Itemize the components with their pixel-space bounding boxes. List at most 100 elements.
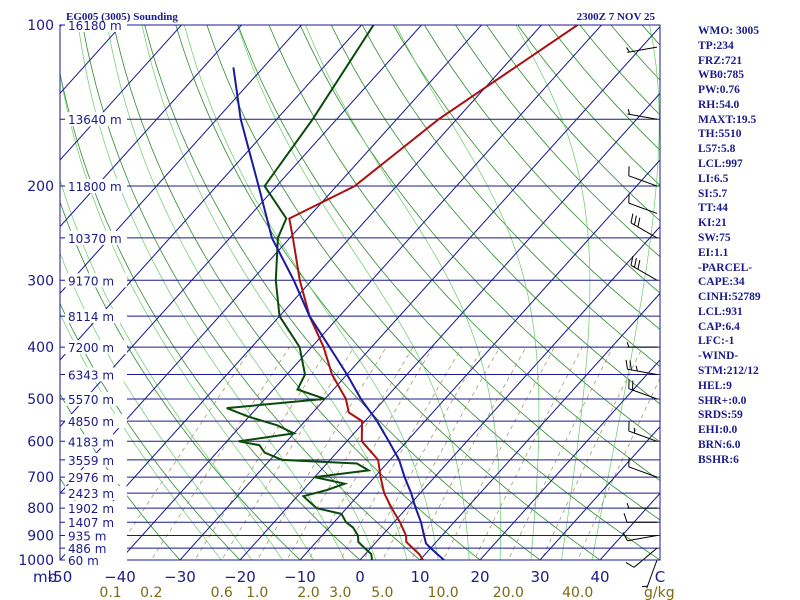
height-label: 9170 m [68, 274, 114, 288]
pressure-label: 600 [27, 434, 54, 450]
wind-barb [642, 559, 658, 589]
index-line: WB0:785 [698, 69, 744, 82]
series-parcel [232, 67, 445, 560]
temperature-tick-label: −40 [104, 568, 136, 586]
index-line: MAXT:19.5 [698, 113, 757, 126]
plot-frame [59, 24, 661, 561]
height-label: 2976 m [68, 471, 114, 485]
index-line: KI:21 [698, 217, 727, 230]
height-label-bg [65, 273, 127, 288]
height-label-bg [65, 112, 127, 127]
barb-staff [628, 430, 658, 442]
barb-staff [630, 222, 658, 239]
height-label: 1407 m [68, 516, 114, 530]
index-line: TH:5510 [698, 128, 742, 141]
index-line: BRN:6.0 [698, 438, 741, 451]
pressure-unit-label: mb [33, 568, 57, 586]
index-line: SRDS:59 [698, 409, 743, 422]
height-label: 11800 m [68, 180, 122, 194]
dry-adiabat [424, 25, 660, 294]
barb-flag [625, 359, 628, 370]
mixing-ratio-line [507, 346, 614, 560]
height-label-bg [65, 515, 127, 530]
dry-adiabat [144, 25, 541, 560]
temperature-tick-label: −10 [284, 568, 316, 586]
isotherm [539, 425, 660, 560]
height-label-bg [65, 367, 127, 382]
pressure-label: 200 [27, 179, 54, 195]
isotherm [299, 159, 660, 560]
wind-barbs [622, 46, 658, 589]
wind-barb [628, 193, 658, 214]
height-label-bg [65, 501, 127, 516]
index-line: -PARCEL- [698, 261, 753, 274]
moist-adiabat [77, 25, 345, 560]
temperature-tick-label: −20 [224, 568, 256, 586]
height-label: 6343 m [68, 368, 114, 382]
isotherm [60, 25, 543, 560]
barb-flag [623, 513, 628, 523]
barb-half-flag [626, 341, 630, 348]
height-label: 5570 m [68, 393, 114, 407]
height-label-bg [65, 230, 127, 245]
index-line: L57:5.8 [698, 143, 736, 156]
height-label-bg [65, 541, 127, 556]
barb-staff [630, 264, 658, 281]
mixing-ratio-line [442, 346, 555, 560]
pressure-label: 1000 [18, 553, 54, 569]
temperature-tick-label: 0 [355, 568, 365, 586]
height-label-bg [65, 452, 127, 467]
moist-adiabat [60, 312, 222, 560]
index-line: SW:75 [698, 231, 731, 244]
height-label-bg [65, 414, 127, 429]
barb-staff [633, 547, 658, 568]
isotherm [119, 25, 603, 560]
wind-barb [628, 421, 658, 442]
height-label: 1902 m [68, 502, 114, 516]
index-line: SI:5.7 [698, 187, 728, 200]
isotherm [419, 292, 660, 560]
barb-staff [628, 202, 658, 214]
height-label: 13640 m [68, 113, 122, 127]
index-line: LFC:-1 [698, 335, 735, 348]
isotherm [60, 25, 243, 228]
height-label: 8114 m [68, 310, 114, 324]
barb-flag [637, 259, 641, 270]
height-label: 2423 m [68, 487, 114, 501]
wind-barb [627, 108, 658, 120]
dry-adiabat [113, 25, 481, 560]
barb-flag [625, 561, 635, 568]
moist-adiabat [305, 25, 501, 560]
barb-staff [628, 175, 658, 187]
mixing-ratio-line [381, 346, 501, 560]
dry-adiabat [60, 200, 301, 560]
moist-adiabat [591, 25, 660, 560]
height-label: 4183 m [68, 435, 114, 449]
height-label-bg [65, 179, 127, 194]
barb-staff [627, 368, 658, 375]
wind-barb [628, 166, 658, 187]
moist-adiabat [60, 252, 253, 560]
height-label-bg [65, 434, 127, 449]
series-dewpoint [226, 25, 375, 560]
mixing-ratio-label: 10.0 [428, 585, 459, 600]
barb-flag [630, 255, 634, 266]
isotherm [60, 25, 423, 428]
dry-adiabat [60, 393, 181, 560]
temperature-tick-label: 40 [590, 568, 609, 586]
barb-staff [646, 559, 658, 589]
index-line: LCL:997 [698, 158, 743, 171]
dry-adiabat [455, 25, 660, 258]
mixing-ratio-label: 5.0 [371, 585, 393, 600]
height-label: 486 m [68, 542, 106, 556]
index-line: WMO: 3005 [698, 25, 760, 37]
stability-indices-panel: WMO: 3005 TP:234 FRZ:721 WB0:785 PW:0.76 RH:5… [698, 24, 761, 467]
dry-adiabat [330, 25, 660, 405]
dry-adiabat [60, 302, 241, 560]
height-label-bg [65, 470, 127, 485]
mixing-ratio-label: 20.0 [493, 585, 524, 600]
height-label: 10370 m [68, 232, 122, 246]
mixing-ratio-line [541, 346, 643, 560]
index-line: PW:0.76 [698, 84, 740, 97]
